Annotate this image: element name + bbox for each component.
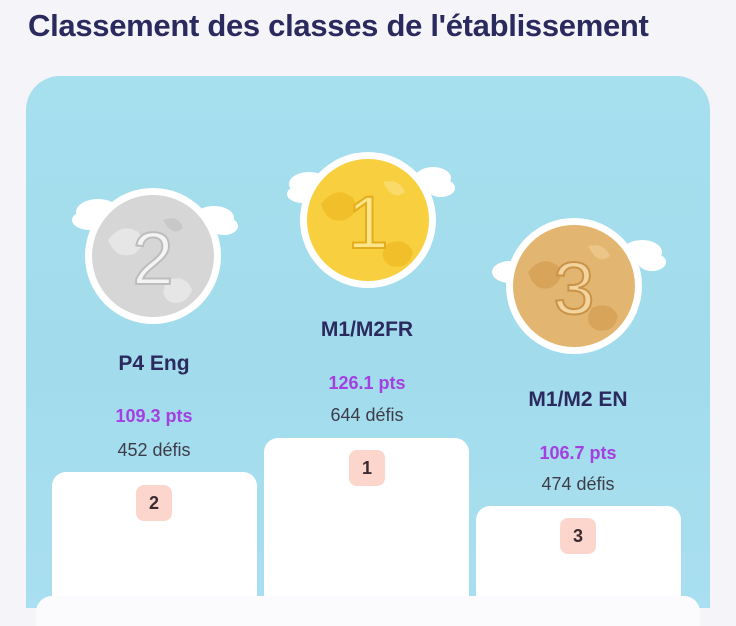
rank-badge-2nd: 2 xyxy=(136,485,172,521)
gold-medal-icon: 1 xyxy=(283,148,455,298)
silver-medal-icon: 2 xyxy=(68,180,238,330)
silver-medal-digit: 2 xyxy=(132,217,173,300)
bronze-medal-icon: 3 xyxy=(492,212,666,362)
page-title: Classement des classes de l'établissemen… xyxy=(28,8,649,43)
challenges-1st: 644 défis xyxy=(330,405,404,425)
bronze-medal-digit: 3 xyxy=(553,247,594,330)
gold-medal-digit: 1 xyxy=(347,181,388,264)
rank-badge-1st: 1 xyxy=(349,450,385,486)
rank-badge-3rd: 3 xyxy=(560,518,596,554)
class-name-3rd: M1/M2 EN xyxy=(528,388,628,411)
points-2nd: 109.3 pts xyxy=(115,406,193,426)
points-1st: 126.1 pts xyxy=(328,373,406,393)
class-name-2nd: P4 Eng xyxy=(118,352,190,375)
challenges-3rd: 474 défis xyxy=(541,474,615,494)
next-card xyxy=(36,596,700,626)
class-name-1st: M1/M2FR xyxy=(320,318,414,341)
points-3rd: 106.7 pts xyxy=(539,443,617,463)
challenges-2nd: 452 défis xyxy=(117,440,191,460)
